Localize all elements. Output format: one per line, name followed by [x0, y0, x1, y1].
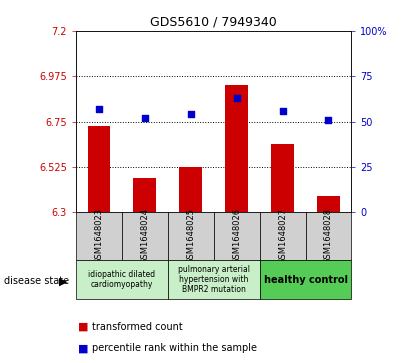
Text: transformed count: transformed count	[92, 322, 183, 332]
Point	[325, 117, 332, 123]
Bar	[260, 260, 351, 299]
Point	[141, 115, 148, 121]
Text: GSM1648025: GSM1648025	[186, 208, 195, 264]
Bar	[214, 212, 260, 260]
Bar	[225, 85, 248, 212]
Bar	[271, 144, 294, 212]
Bar	[76, 212, 122, 260]
Text: GSM1648027: GSM1648027	[278, 208, 287, 264]
Text: GSM1648028: GSM1648028	[324, 208, 333, 264]
Bar	[260, 212, 305, 260]
Bar	[305, 212, 351, 260]
Text: disease state: disease state	[4, 276, 69, 286]
Point	[279, 108, 286, 114]
Text: idiopathic dilated
cardiomyopathy: idiopathic dilated cardiomyopathy	[88, 270, 155, 289]
Point	[233, 95, 240, 101]
Bar	[88, 126, 111, 212]
Bar	[168, 260, 260, 299]
Bar	[76, 260, 168, 299]
Bar	[168, 212, 214, 260]
Bar	[134, 178, 156, 212]
Text: GSM1648024: GSM1648024	[141, 208, 149, 264]
Text: healthy control: healthy control	[263, 274, 348, 285]
Bar	[122, 212, 168, 260]
Text: ▶: ▶	[60, 276, 68, 286]
Text: GSM1648023: GSM1648023	[95, 208, 104, 264]
Title: GDS5610 / 7949340: GDS5610 / 7949340	[150, 15, 277, 28]
Text: ■: ■	[78, 343, 89, 354]
Text: pulmonary arterial
hypertension with
BMPR2 mutation: pulmonary arterial hypertension with BMP…	[178, 265, 250, 294]
Text: ■: ■	[78, 322, 89, 332]
Text: GSM1648026: GSM1648026	[232, 208, 241, 264]
Point	[187, 111, 194, 117]
Bar	[317, 196, 340, 212]
Bar	[179, 167, 202, 212]
Text: percentile rank within the sample: percentile rank within the sample	[92, 343, 257, 354]
Point	[96, 106, 102, 112]
